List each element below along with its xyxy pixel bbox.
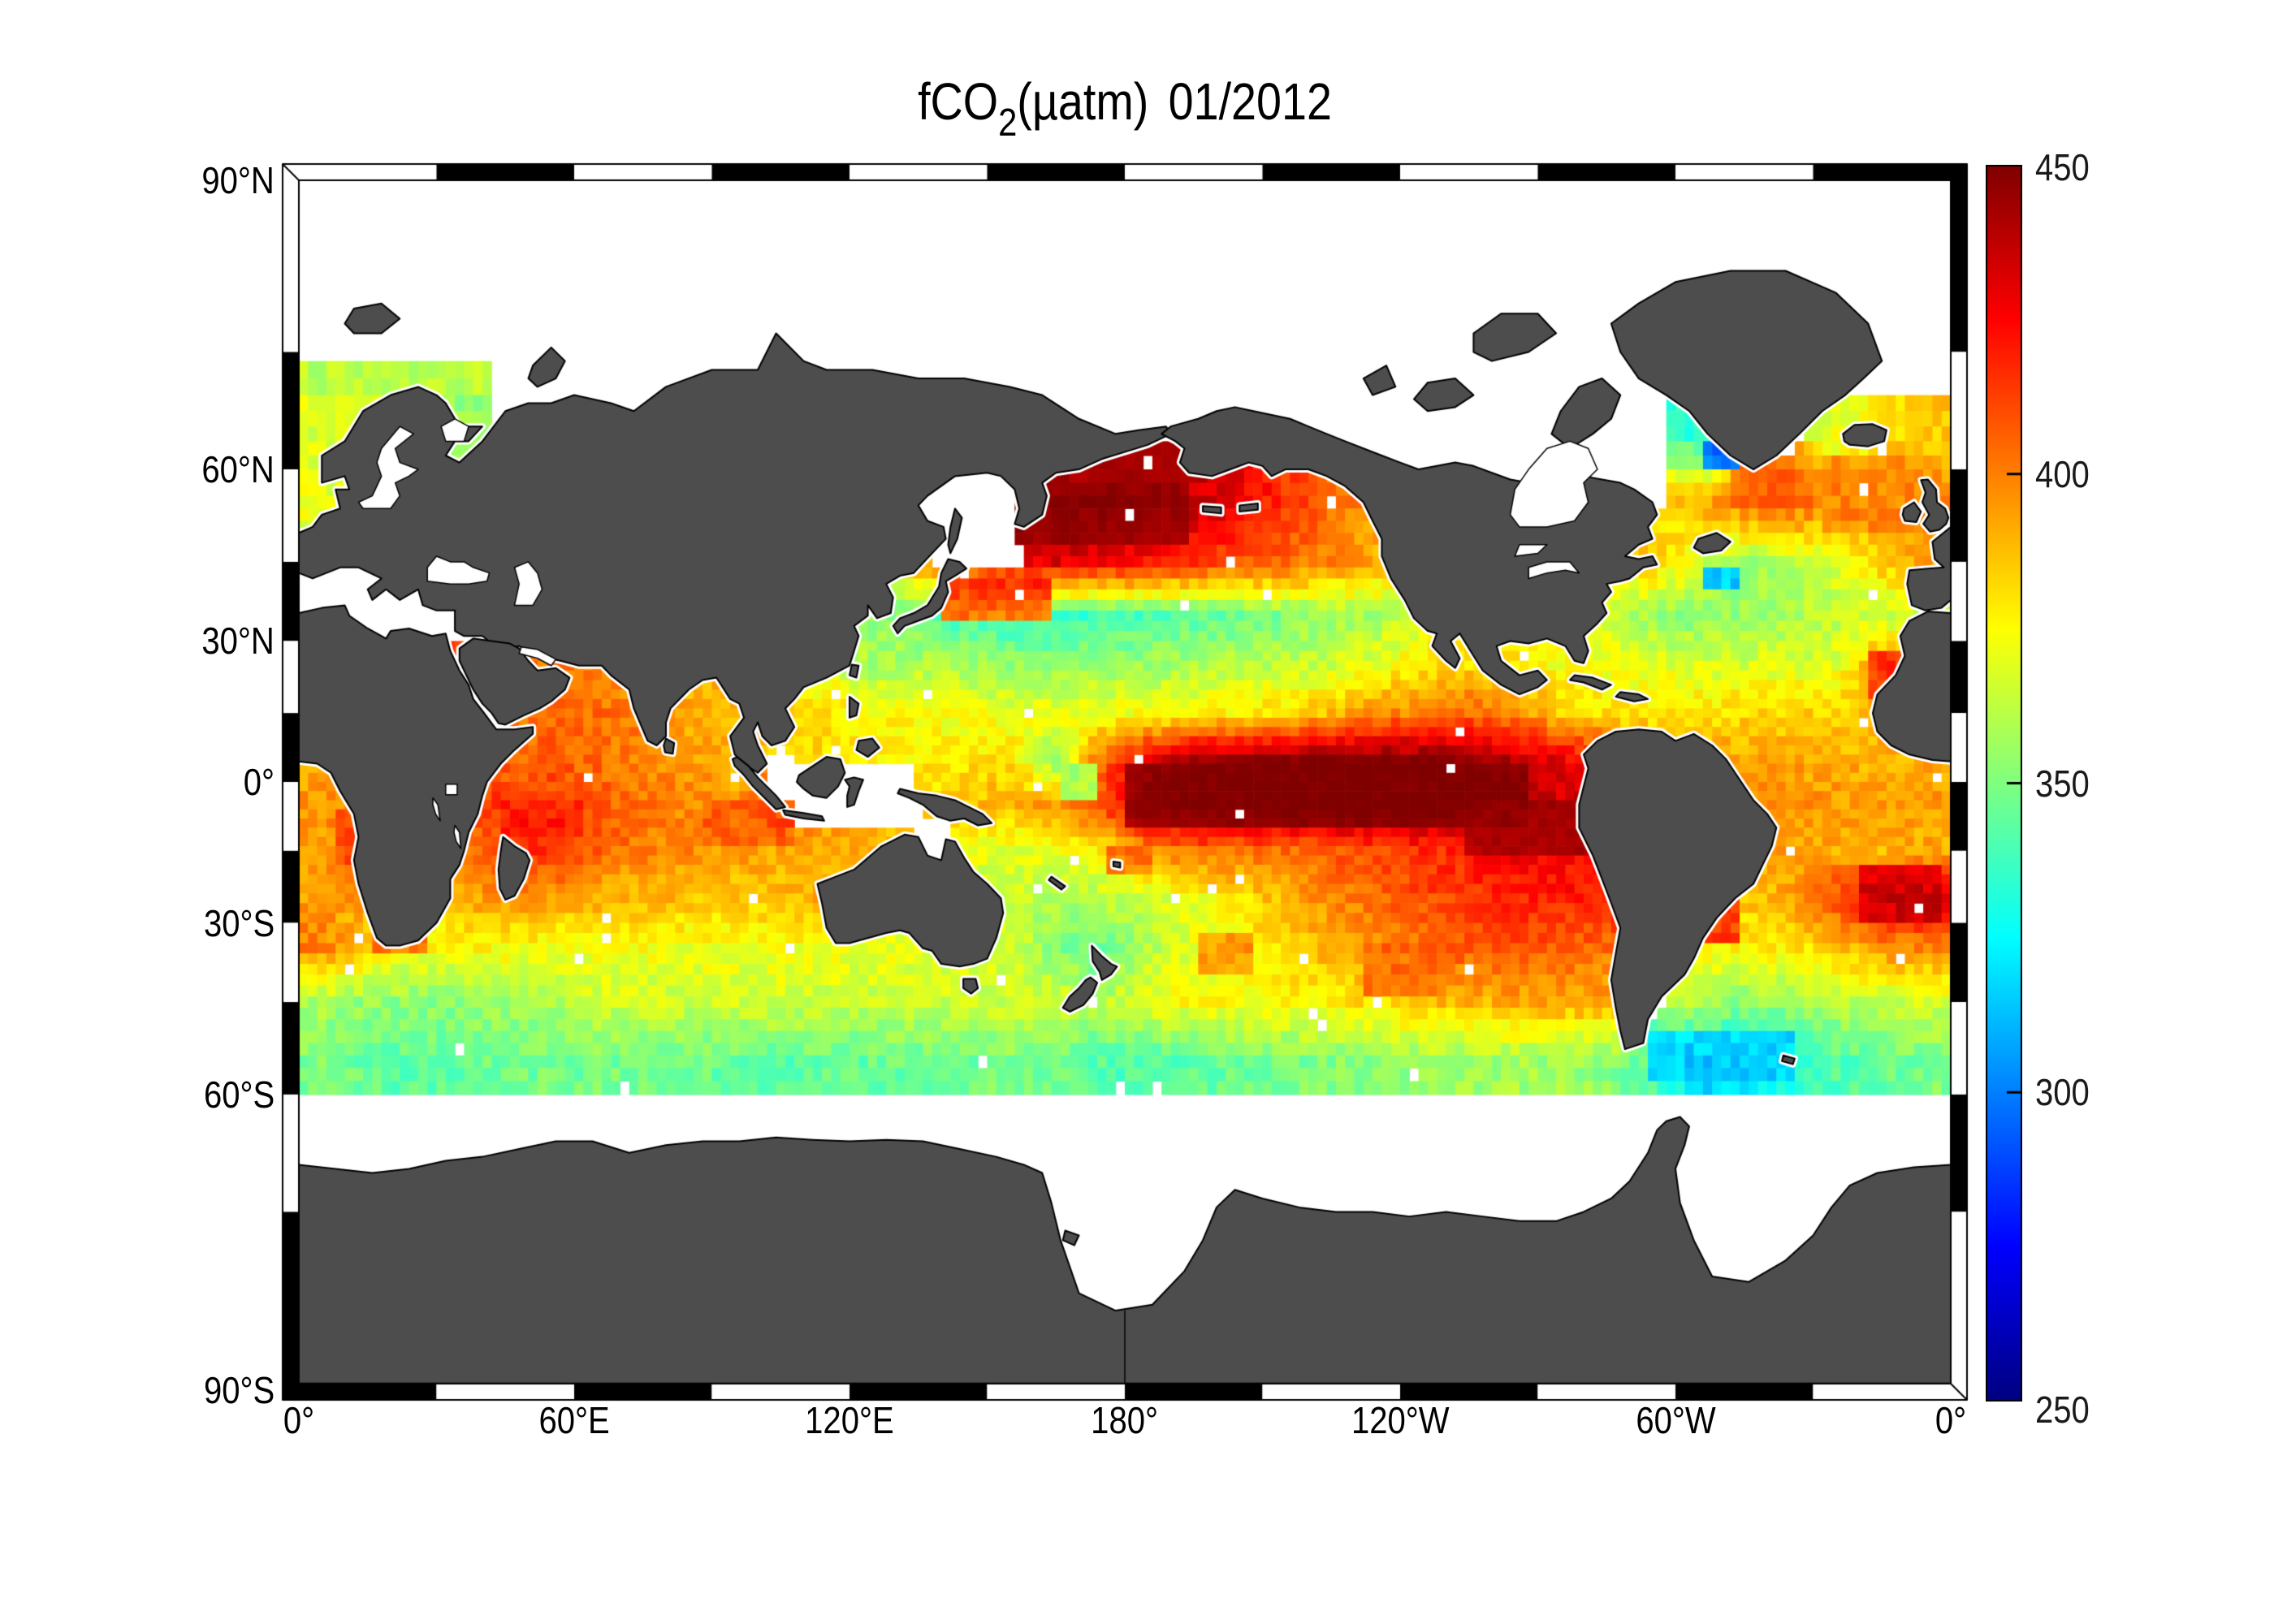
- colorbar: [1986, 165, 2022, 1402]
- colorbar-label-text: 250: [2035, 1389, 2090, 1431]
- colorbar-label-text: 400: [2035, 452, 2090, 495]
- lon-label-2: 120°E: [744, 1402, 955, 1439]
- lon-label-text: 120°W: [1351, 1399, 1450, 1441]
- lat-label-60°S: 60°S: [63, 1076, 275, 1113]
- lon-label-5: 60°W: [1570, 1402, 1781, 1439]
- title-subscript: 2: [998, 102, 1018, 145]
- lat-label-text: 30°N: [201, 620, 275, 663]
- lat-label-text: 90°S: [203, 1369, 275, 1411]
- title-units: (µatm): [1017, 72, 1149, 131]
- colorbar-label-text: 300: [2035, 1071, 2090, 1114]
- lat-label-60°N: 60°N: [63, 451, 275, 488]
- lat-label-30°S: 30°S: [63, 905, 275, 942]
- lat-label-text: 60°N: [201, 448, 275, 491]
- colorbar-label-350: 350: [2035, 765, 2214, 802]
- lon-label-text: 0°: [1935, 1399, 1967, 1441]
- lon-label-text: 60°W: [1635, 1399, 1716, 1441]
- lon-label-text: 60°E: [538, 1399, 610, 1441]
- lon-label-text: 180°: [1091, 1399, 1159, 1441]
- lat-label-30°N: 30°N: [63, 622, 275, 659]
- lon-label-0: 0°: [193, 1402, 404, 1439]
- lon-label-4: 120°W: [1295, 1402, 1506, 1439]
- lat-label-90°S: 90°S: [63, 1371, 275, 1409]
- lat-label-0°: 0°: [63, 763, 275, 801]
- lat-label-text: 60°S: [203, 1073, 275, 1116]
- colorbar-label-450: 450: [2035, 149, 2214, 186]
- lon-label-6: 0°: [1845, 1402, 2056, 1439]
- colorbar-label-text: 450: [2035, 146, 2090, 188]
- lat-label-text: 0°: [243, 761, 275, 803]
- lon-label-3: 180°: [1019, 1402, 1230, 1439]
- lat-label-90°N: 90°N: [63, 162, 275, 199]
- lon-label-text: 120°E: [805, 1399, 894, 1441]
- lon-label-text: 0°: [283, 1399, 315, 1441]
- colorbar-label-400: 400: [2035, 456, 2214, 493]
- colorbar-label-300: 300: [2035, 1073, 2214, 1111]
- title-prefix: fCO: [918, 72, 999, 131]
- colorbar-label-250: 250: [2035, 1391, 2214, 1428]
- title-date: 01/2012: [1168, 72, 1332, 131]
- lon-label-1: 60°E: [469, 1402, 680, 1439]
- figure-title: fCO2(µatm) 01/2012: [556, 71, 1693, 145]
- lat-label-text: 30°S: [203, 901, 275, 944]
- lat-label-text: 90°N: [201, 159, 275, 202]
- colorbar-label-text: 350: [2035, 762, 2090, 805]
